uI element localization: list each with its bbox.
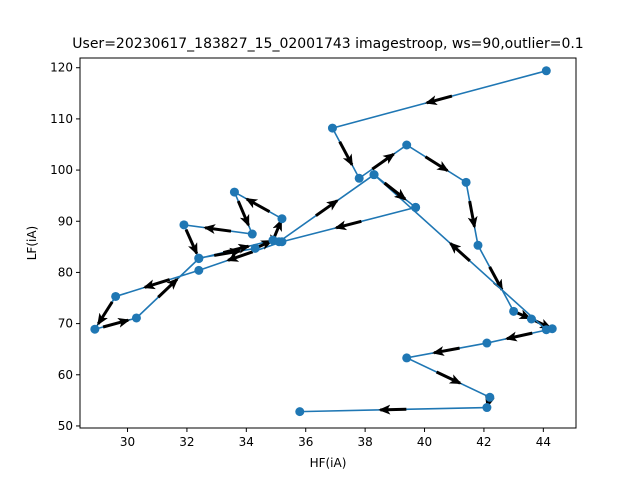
data-point xyxy=(277,214,287,224)
data-point xyxy=(295,407,305,417)
y-axis-label: LF(iA) xyxy=(25,226,39,261)
x-tick-label: 38 xyxy=(357,435,372,449)
y-tick-label: 70 xyxy=(58,317,73,331)
data-point xyxy=(482,403,492,413)
direction-arrow xyxy=(371,152,396,171)
direction-arrow xyxy=(424,94,453,106)
data-point xyxy=(247,229,257,239)
direction-arrow xyxy=(424,155,450,172)
data-point xyxy=(131,313,141,323)
data-point xyxy=(111,291,121,301)
x-tick-label: 34 xyxy=(239,435,254,449)
y-tick-label: 110 xyxy=(50,112,73,126)
data-point xyxy=(369,170,379,180)
direction-arrow xyxy=(184,228,199,256)
direction-arrow xyxy=(97,301,114,326)
data-point xyxy=(250,243,260,253)
data-point xyxy=(402,353,412,363)
data-point xyxy=(541,325,551,335)
data-point xyxy=(526,314,536,324)
x-tick-label: 42 xyxy=(476,435,491,449)
x-tick-label: 32 xyxy=(179,435,194,449)
y-axis-ticks: 50 60 70 80 90 100 110 120 xyxy=(50,61,80,433)
direction-arrow xyxy=(315,199,339,217)
direction-arrow xyxy=(514,309,532,320)
direction-arrow xyxy=(383,181,407,201)
direction-arrow xyxy=(338,141,354,167)
data-point xyxy=(411,202,421,212)
direction-arrow xyxy=(102,317,131,329)
x-tick-label: 40 xyxy=(417,435,432,449)
plot-area xyxy=(80,58,576,428)
direction-arrow xyxy=(334,219,362,231)
marks-layer xyxy=(90,66,557,417)
data-point xyxy=(473,240,483,250)
direction-arrow xyxy=(432,346,460,356)
chart-title: User=20230617_183827_15_02001743 imagest… xyxy=(72,36,583,52)
direction-arrow xyxy=(245,197,271,214)
direction-arrow xyxy=(213,247,242,258)
direction-arrow xyxy=(488,266,504,292)
y-tick-label: 80 xyxy=(58,265,73,279)
data-point xyxy=(229,187,239,197)
direction-arrow xyxy=(378,404,407,415)
data-point xyxy=(179,220,189,230)
data-point xyxy=(541,66,551,76)
data-point xyxy=(194,265,204,275)
data-point xyxy=(461,177,471,187)
data-point xyxy=(509,306,519,316)
data-point xyxy=(482,338,492,348)
y-tick-label: 120 xyxy=(50,61,73,75)
data-point xyxy=(274,237,284,247)
direction-arrow xyxy=(467,200,478,229)
direction-arrow xyxy=(449,242,471,263)
data-point xyxy=(327,123,337,133)
data-point xyxy=(402,140,412,150)
data-point xyxy=(90,324,100,334)
x-tick-label: 44 xyxy=(536,435,551,449)
x-tick-label: 36 xyxy=(298,435,313,449)
x-tick-label: 30 xyxy=(120,435,135,449)
direction-arrow xyxy=(142,278,171,290)
direction-arrow xyxy=(236,200,250,227)
data-point xyxy=(194,253,204,263)
direction-arrow xyxy=(203,224,232,234)
y-tick-label: 90 xyxy=(58,214,73,228)
y-tick-label: 60 xyxy=(58,368,73,382)
direction-arrow xyxy=(435,370,462,385)
plot-frame xyxy=(79,57,577,429)
data-point xyxy=(485,392,495,402)
direction-arrow xyxy=(157,277,179,299)
y-tick-label: 100 xyxy=(50,163,73,177)
x-axis-ticks: 30 32 34 36 38 40 42 44 xyxy=(120,428,551,449)
data-point xyxy=(354,173,364,183)
y-tick-label: 50 xyxy=(58,419,73,433)
x-axis-label: HF(iA) xyxy=(310,456,347,470)
direction-arrow xyxy=(504,331,533,342)
